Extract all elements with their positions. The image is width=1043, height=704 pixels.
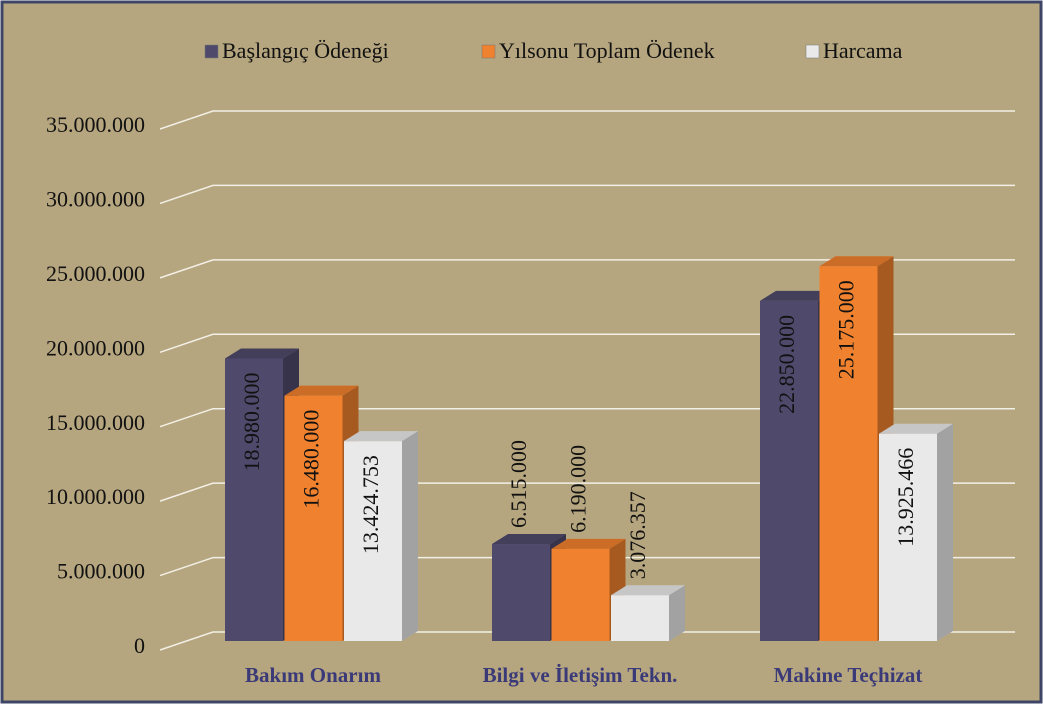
value-label: 6.190.000 <box>566 445 591 533</box>
legend-label: Harcama <box>823 38 903 63</box>
legend-swatch <box>204 44 219 59</box>
value-label: 3.076.357 <box>625 491 650 579</box>
value-label: 13.424.753 <box>358 455 383 554</box>
bar-top <box>551 538 626 549</box>
bar-top <box>611 585 685 596</box>
bar-top-shade <box>284 385 359 396</box>
bar <box>611 595 669 641</box>
bar <box>879 433 937 641</box>
bar-top-shade <box>879 423 953 434</box>
y-tick-label: 0 <box>134 633 145 658</box>
y-tick-label: 5.000.000 <box>57 559 145 584</box>
grid-line <box>159 556 1015 577</box>
value-label: 6.515.000 <box>506 440 531 528</box>
x-tick-label: Bilgi ve İletişim Tekn. <box>483 663 678 687</box>
bar-side <box>402 431 418 641</box>
legend-swatch <box>805 44 820 59</box>
bar-side-shade <box>402 431 418 641</box>
legend-label: Yılsonu Toplam Ödenek <box>499 38 715 63</box>
grid-line <box>159 333 1015 353</box>
y-tick-label: 35.000.000 <box>46 112 145 137</box>
bar-side-shade <box>937 423 953 641</box>
bar-top <box>344 431 418 442</box>
x-tick-label: Bakım Onarım <box>245 663 381 687</box>
value-label: 18.980.000 <box>239 372 264 471</box>
bar-top-shade <box>611 585 685 596</box>
bar-top <box>225 348 299 359</box>
bar-top <box>760 290 834 301</box>
y-tick-label: 10.000.000 <box>46 484 145 509</box>
legend-swatch <box>481 44 496 59</box>
value-label: 22.850.000 <box>774 315 799 414</box>
bar-top <box>492 534 566 545</box>
grid-line <box>159 184 1015 205</box>
bar-top-shade <box>225 348 299 359</box>
grid-line <box>159 110 1015 130</box>
bar-side-shade <box>669 585 685 641</box>
y-tick-label: 25.000.000 <box>46 261 145 286</box>
bar <box>760 300 818 641</box>
legend-label: Başlangıç Ödeneği <box>222 38 389 63</box>
bar <box>344 441 402 641</box>
y-tick-label: 20.000.000 <box>46 335 145 360</box>
bar <box>551 548 610 641</box>
bar-top-shade <box>819 256 894 267</box>
bar-top <box>879 423 953 434</box>
grid-line <box>159 407 1015 428</box>
value-label: 16.480.000 <box>299 410 324 509</box>
grid-line <box>159 259 1015 279</box>
grid-line <box>159 482 1015 502</box>
bar-top-shade <box>492 534 566 545</box>
bar <box>225 358 283 641</box>
bar-side <box>669 585 685 641</box>
value-label: 13.925.466 <box>893 448 918 547</box>
y-tick-label: 15.000.000 <box>46 410 145 435</box>
bar-top <box>819 256 894 267</box>
bar-side <box>937 423 953 641</box>
y-tick-label: 30.000.000 <box>46 186 145 211</box>
bar <box>284 395 343 641</box>
x-tick-label: Makine Teçhizat <box>774 663 923 687</box>
bar-top-shade <box>344 431 418 442</box>
bar <box>819 266 878 641</box>
bar <box>492 544 550 641</box>
bar-top <box>284 385 359 396</box>
bar-top-shade <box>551 538 626 549</box>
grid-line <box>159 631 1015 651</box>
value-label: 25.175.000 <box>834 280 859 379</box>
bar-top-shade <box>760 290 834 301</box>
